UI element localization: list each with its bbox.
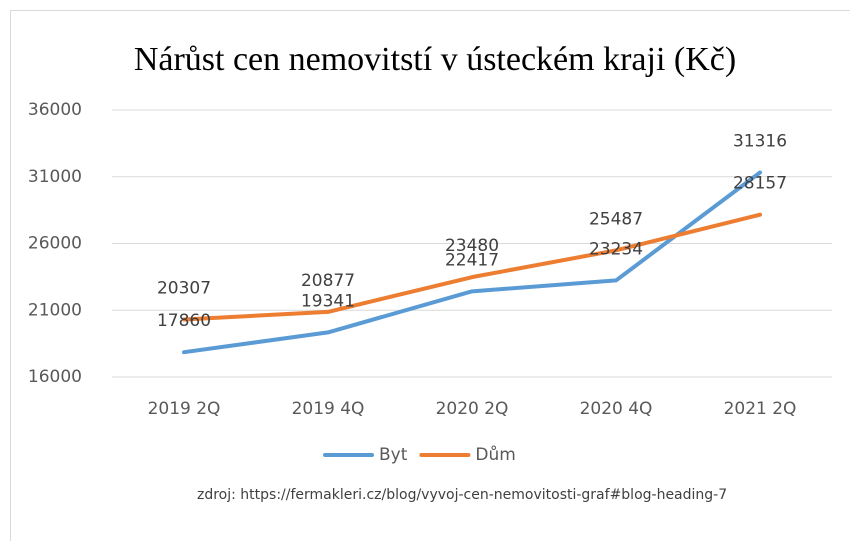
series-line xyxy=(182,170,762,355)
x-tick-label: 2021 2Q xyxy=(724,399,797,419)
source-note: zdroj: https://fermakleri.cz/blog/vyvoj-… xyxy=(197,487,727,503)
legend-label: Byt xyxy=(379,445,408,465)
y-tick-label: 26000 xyxy=(28,234,82,254)
data-label: 20877 xyxy=(301,271,355,291)
data-label: 22417 xyxy=(445,250,499,270)
data-label: 31316 xyxy=(733,132,787,152)
chart-border xyxy=(10,10,850,541)
y-tick-label: 16000 xyxy=(28,367,82,387)
y-tick-label: 31000 xyxy=(28,167,82,187)
data-label: 23480 xyxy=(445,236,499,256)
chart-title: Nárůst cen nemovitstí v ústeckém kraji (… xyxy=(134,41,736,78)
data-label: 20307 xyxy=(157,279,211,299)
data-label: 25487 xyxy=(589,209,643,229)
data-label: 28157 xyxy=(733,174,787,194)
data-label: 23234 xyxy=(589,239,643,259)
data-label: 19341 xyxy=(301,291,355,311)
legend-label: Dům xyxy=(475,445,515,465)
x-tick-label: 2020 2Q xyxy=(436,399,509,419)
series-line xyxy=(182,212,762,322)
y-tick-label: 36000 xyxy=(28,100,82,120)
x-tick-label: 2019 2Q xyxy=(148,399,221,419)
x-tick-label: 2020 4Q xyxy=(580,399,653,419)
x-tick-label: 2019 4Q xyxy=(292,399,365,419)
y-tick-label: 21000 xyxy=(28,300,82,320)
data-label: 17860 xyxy=(157,311,211,331)
